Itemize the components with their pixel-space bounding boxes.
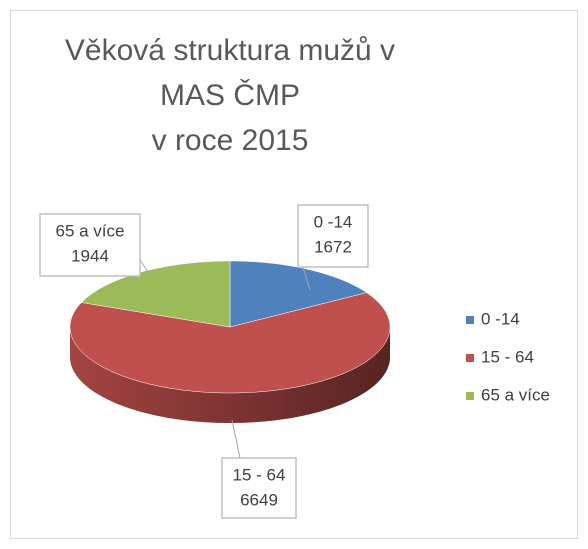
data-label-category: 65 a více (56, 221, 125, 240)
legend-label: 65 a více (481, 385, 550, 404)
data-label-category: 15 - 64 (233, 465, 286, 484)
legend-label: 0 -14 (481, 309, 520, 328)
data-label-box (39, 213, 141, 277)
data-label-box (221, 457, 297, 519)
legend-swatch (466, 354, 474, 362)
leader-line (139, 259, 151, 276)
data-label-box (297, 204, 369, 268)
legend-label: 15 - 64 (481, 347, 534, 366)
chart-title-block: Věková struktura mužů v MAS ČMP v roce 2… (50, 28, 410, 163)
data-label-value: 6649 (240, 490, 278, 509)
legend-swatch (466, 316, 474, 324)
leader-line (231, 419, 241, 459)
chart-subtitle: v roce 2015 (151, 124, 309, 157)
legend-swatch (466, 392, 474, 400)
data-label-category: 0 -14 (314, 212, 353, 231)
chart-title: Věková struktura mužů v MAS ČMP (64, 34, 396, 112)
data-label-value: 1672 (314, 237, 352, 256)
pie-slice (229, 260, 368, 328)
chart-frame (10, 10, 578, 539)
pie-side-shade (70, 327, 390, 423)
data-label-value: 1944 (71, 246, 109, 265)
pie-slice (69, 292, 391, 394)
leader-line (302, 266, 311, 291)
